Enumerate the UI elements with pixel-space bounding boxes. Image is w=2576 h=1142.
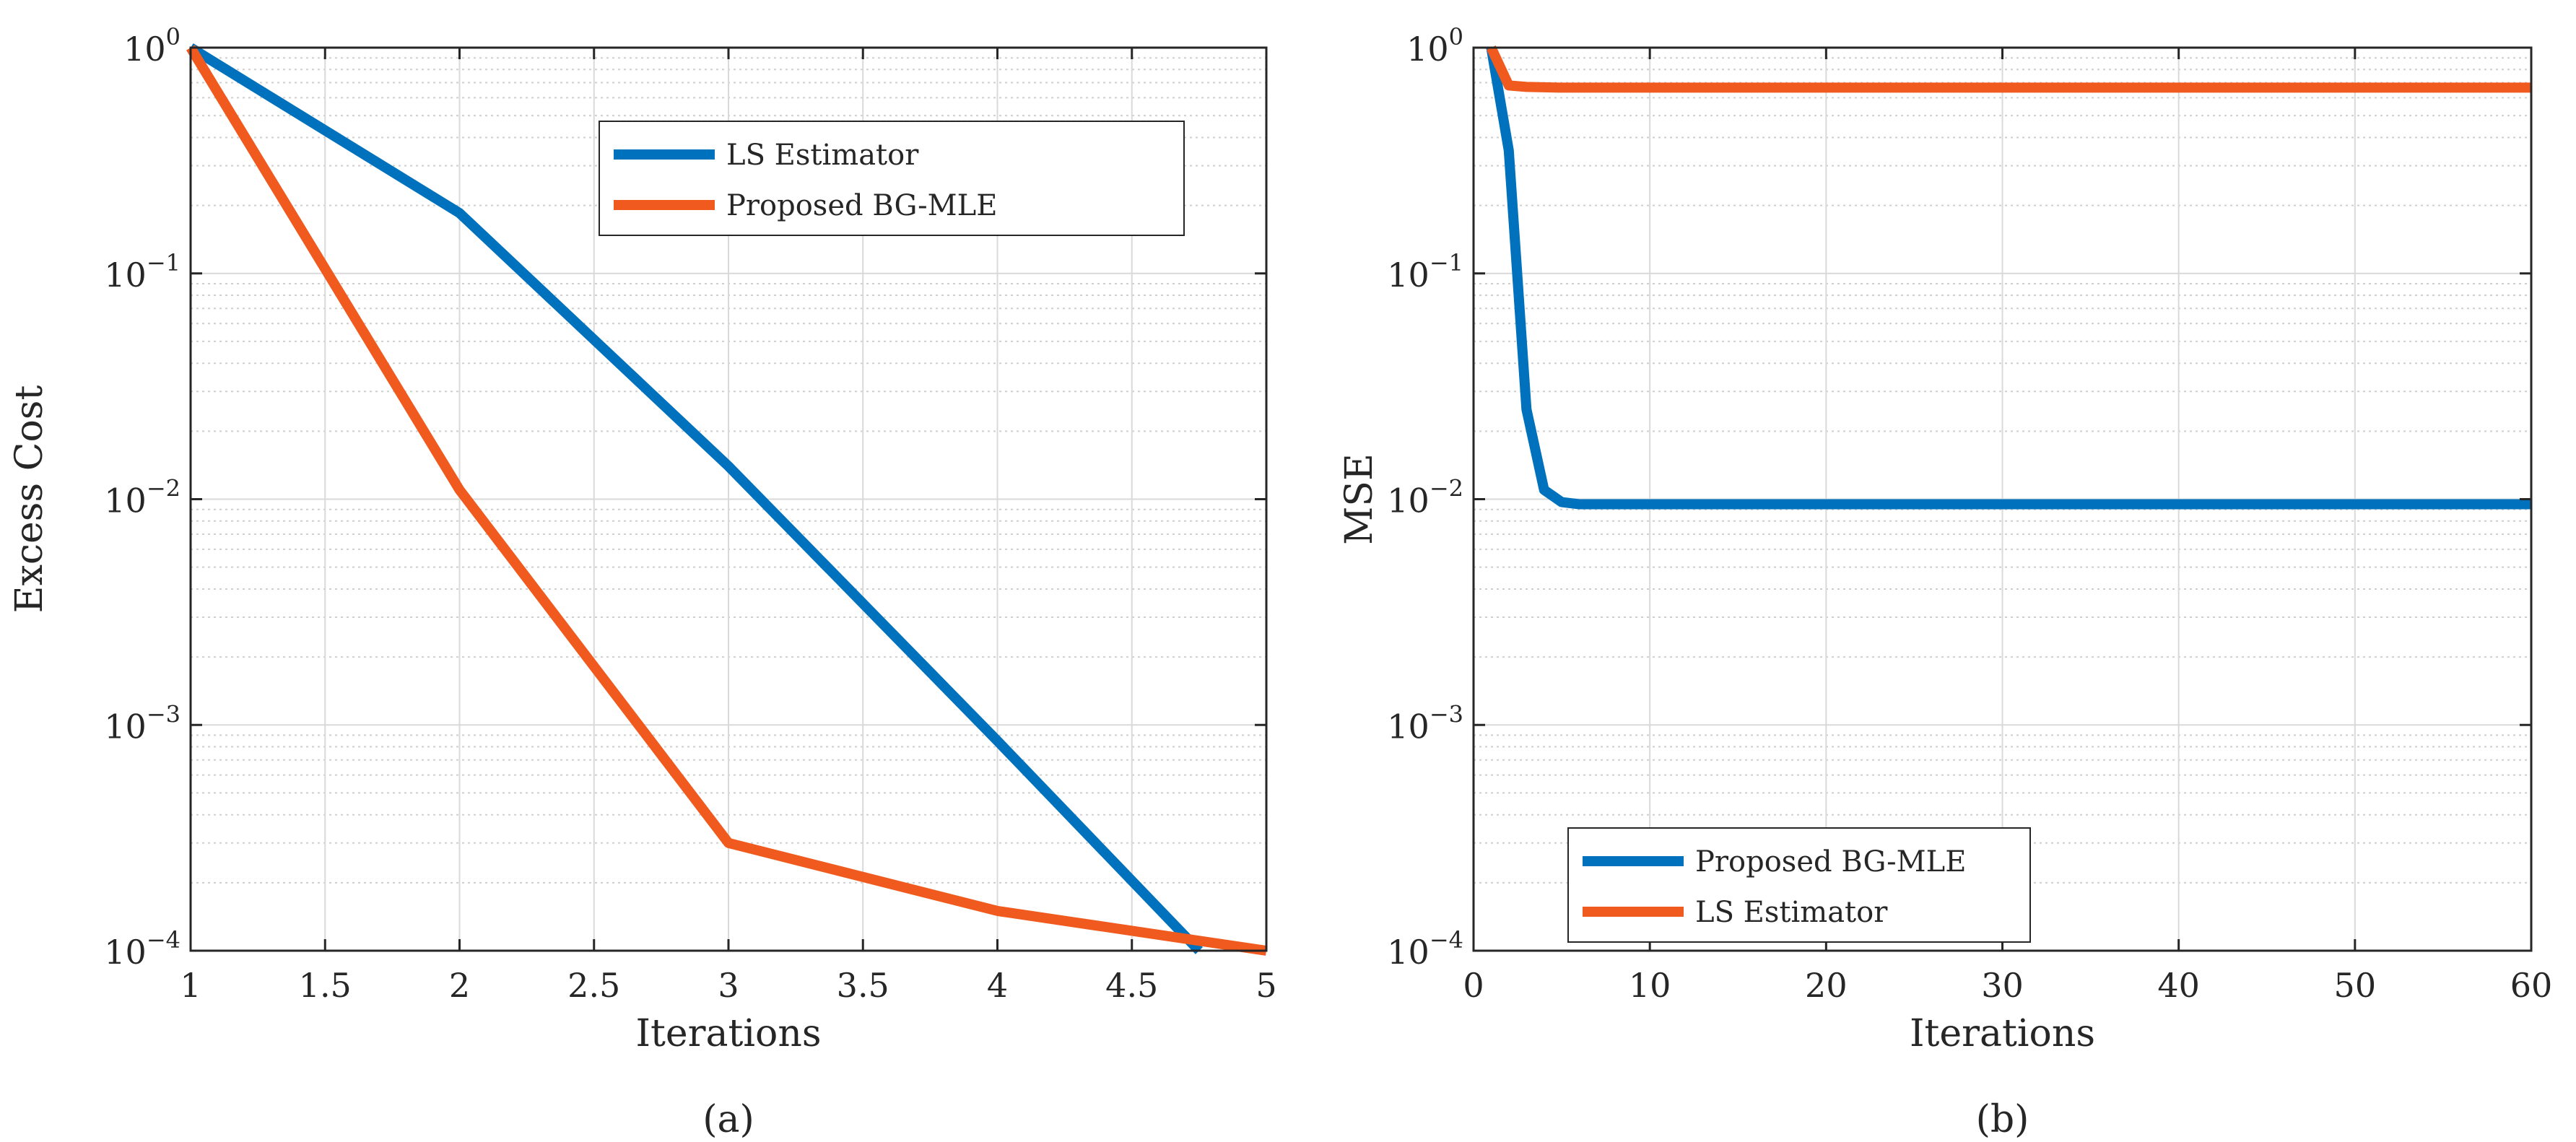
series-line-2 [186,45,1268,956]
legend-label: Proposed BG-MLE [726,189,997,222]
y-axis-label: Excess Cost [8,385,51,614]
panel-b: 0 10 20 30 40 50 60 100 10−1 10−2 10−3 10−4 Iteratio… [1338,23,2552,1141]
x-tick-label: 1 [180,966,201,1005]
x-tick-label: 10 [1629,966,1671,1005]
y-tick-label: 10−4 [104,926,180,972]
panel-a: 1 1.5 2 2.5 3 3.5 4 4.5 5 100 10−1 10−2 10−3 10−4 Iter… [8,23,1277,1141]
series-line-1 [188,43,1203,954]
y-axis-label: MSE [1338,453,1381,545]
legend-label: LS Estimator [726,139,919,172]
x-tick-label: 0 [1463,966,1484,1005]
series-line-2 [1487,45,2531,93]
x-tick-label: 4.5 [1105,966,1158,1005]
y-tick-label: 100 [123,23,180,69]
y-tick-label: 10−2 [1387,475,1463,520]
legend-box [599,121,1185,236]
x-tick-label: 60 [2510,966,2553,1005]
panel-caption: (b) [1976,1098,2029,1141]
x-tick-label: 4 [987,966,1008,1005]
x-tick-label: 3.5 [837,966,889,1005]
panel-caption: (a) [702,1098,754,1141]
x-tick-label: 2 [449,966,470,1005]
x-tick-label: 40 [2157,966,2200,1005]
x-tick-label: 3 [718,966,739,1005]
y-tick-label: 100 [1406,23,1463,69]
x-tick-label: 30 [1981,966,2024,1005]
x-axis-label: Iterations [1910,1012,2095,1055]
legend: Proposed BG-MLE LS Estimator [1567,827,2031,943]
y-tick-label: 10−2 [104,475,180,520]
x-tick-label: 5 [1256,966,1276,1005]
x-tick-label: 20 [1805,966,1848,1005]
legend-label: LS Estimator [1695,896,1888,929]
y-tick-label: 10−1 [104,249,180,295]
series-line-1 [1486,46,2531,510]
legend: LS Estimator Proposed BG-MLE [599,121,1185,236]
y-tick-label: 10−1 [1387,249,1463,295]
legend-label: Proposed BG-MLE [1695,845,1966,879]
grid [190,47,1267,951]
x-tick-label: 2.5 [567,966,620,1005]
y-tick-label: 10−4 [1387,926,1463,972]
legend-box [1567,827,2031,943]
x-tick-label: 1.5 [299,966,352,1005]
y-tick-label: 10−3 [104,700,180,746]
y-tick-label: 10−3 [1387,700,1463,746]
x-axis-label: Iterations [635,1012,821,1055]
x-tick-label: 50 [2334,966,2377,1005]
